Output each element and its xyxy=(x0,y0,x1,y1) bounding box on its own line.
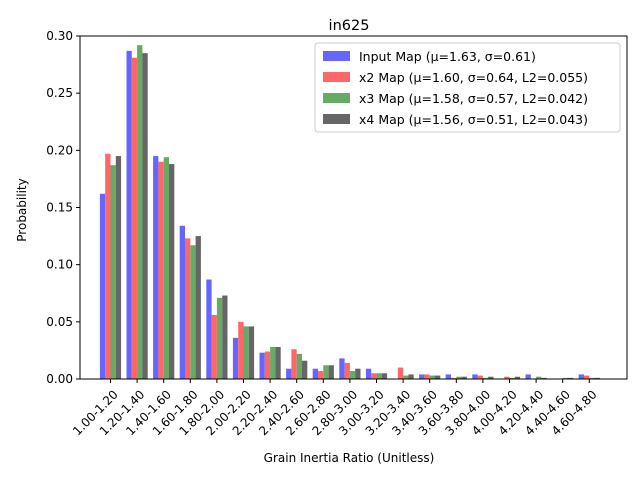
bar-s2-1.80-2.00 xyxy=(216,297,223,379)
legend-label: x2 Map (μ=1.60, σ=0.64, L2=0.055) xyxy=(359,70,588,85)
bar-s2-1.60-1.80 xyxy=(190,245,196,379)
y-tick-label: 0.20 xyxy=(46,143,73,157)
bar-s0-1.80-2.00 xyxy=(206,279,212,379)
bar-s2-4.00-4.20 xyxy=(509,377,515,379)
bar-s0-1.00-1.20 xyxy=(99,193,106,379)
bar-s0-3.60-3.80 xyxy=(445,374,451,379)
bar-s3-2.60-2.80 xyxy=(328,365,334,379)
bars-group xyxy=(99,45,600,380)
legend-label: x3 Map (μ=1.58, σ=0.57, L2=0.042) xyxy=(359,91,588,106)
bar-s3-1.60-1.80 xyxy=(195,236,201,379)
bar-s2-2.60-2.80 xyxy=(323,365,329,379)
bar-s0-2.00-2.20 xyxy=(232,337,239,379)
bar-s3-1.80-2.00 xyxy=(222,295,228,379)
bar-s1-4.60-4.80 xyxy=(584,375,590,379)
bar-s0-1.60-1.80 xyxy=(179,225,185,379)
bar-s3-3.80-4.00 xyxy=(488,376,494,379)
bar-s2-2.40-2.60 xyxy=(296,353,302,379)
chart-title: in625 xyxy=(329,18,370,34)
y-axis-label: Probability xyxy=(15,178,29,241)
bar-s3-1.20-1.40 xyxy=(142,53,148,380)
y-tick-label: 0.25 xyxy=(46,86,73,100)
legend-label: Input Map (μ=1.63, σ=0.61) xyxy=(359,49,536,64)
bar-s0-4.20-4.40 xyxy=(525,374,531,379)
bar-s2-3.60-3.80 xyxy=(456,376,462,379)
bar-s2-4.20-4.40 xyxy=(536,376,542,379)
bar-s0-3.40-3.60 xyxy=(419,374,425,379)
x-axis-label: Grain Inertia Ratio (Unitless) xyxy=(264,451,435,465)
bar-s3-3.40-3.60 xyxy=(435,375,441,379)
bar-s2-1.40-1.60 xyxy=(163,157,169,379)
bar-s1-3.60-3.80 xyxy=(451,377,457,379)
legend: Input Map (μ=1.63, σ=0.61) x2 Map (μ=1.60… xyxy=(314,42,621,133)
bar-s1-2.40-2.60 xyxy=(291,349,297,379)
bar-s2-3.80-4.00 xyxy=(482,377,489,379)
bar-s1-2.00-2.20 xyxy=(238,321,244,379)
bar-s2-2.00-2.20 xyxy=(243,326,249,379)
bar-s3-2.80-3.00 xyxy=(355,368,361,379)
bar-s2-1.20-1.40 xyxy=(137,45,143,380)
bar-s1-4.00-4.20 xyxy=(504,376,510,379)
bar-s3-3.60-3.80 xyxy=(461,376,467,379)
legend-swatch xyxy=(323,114,350,124)
bar-s1-3.20-3.40 xyxy=(397,367,404,379)
bar-s0-1.40-1.60 xyxy=(153,156,159,379)
bar-s1-3.80-4.00 xyxy=(477,375,483,379)
y-tick-label: 0.00 xyxy=(46,372,73,386)
bar-s2-4.60-4.80 xyxy=(589,377,595,379)
bar-s2-2.80-3.00 xyxy=(349,371,356,379)
bar-s3-4.60-4.80 xyxy=(594,377,600,379)
bar-s3-4.00-4.20 xyxy=(514,376,521,379)
legend-swatch xyxy=(323,72,350,82)
bar-s1-1.60-1.80 xyxy=(185,238,191,379)
legend-label: x4 Map (μ=1.56, σ=0.51, L2=0.043) xyxy=(359,112,588,127)
bar-s0-2.20-2.40 xyxy=(259,352,265,379)
bar-s0-1.20-1.40 xyxy=(126,50,132,380)
bar-s3-1.00-1.20 xyxy=(115,156,122,379)
legend-swatch xyxy=(323,93,350,103)
legend-box xyxy=(314,42,621,133)
bar-s0-3.80-4.00 xyxy=(472,374,478,379)
bar-s1-2.20-2.40 xyxy=(264,351,271,379)
bar-s0-2.40-2.60 xyxy=(286,368,292,379)
bar-s1-3.00-3.20 xyxy=(371,373,377,379)
bar-s1-2.80-3.00 xyxy=(344,362,350,379)
bar-s3-4.20-4.40 xyxy=(541,377,547,379)
bar-s0-4.60-4.80 xyxy=(578,374,584,379)
bar-s1-1.20-1.40 xyxy=(131,57,138,379)
bar-s0-3.00-3.20 xyxy=(365,368,372,379)
bar-s2-1.00-1.20 xyxy=(110,165,116,379)
bar-s1-1.40-1.60 xyxy=(158,161,164,379)
y-tick-label: 0.15 xyxy=(46,201,73,215)
legend-swatch xyxy=(323,51,350,61)
bar-s3-3.00-3.20 xyxy=(381,373,388,379)
y-tick-label: 0.30 xyxy=(46,29,73,43)
bar-s2-4.40-4.60 xyxy=(562,377,568,379)
bar-s2-3.00-3.20 xyxy=(376,373,382,379)
bar-s1-2.60-2.80 xyxy=(318,371,324,379)
y-tick-label: 0.05 xyxy=(46,315,73,329)
bar-s3-1.40-1.60 xyxy=(169,164,175,379)
bar-s3-2.20-2.40 xyxy=(275,346,281,379)
bar-s2-3.40-3.60 xyxy=(429,375,435,379)
bar-s0-2.60-2.80 xyxy=(312,368,318,379)
bar-s1-3.40-3.60 xyxy=(424,374,430,379)
bar-s0-2.80-3.00 xyxy=(339,358,345,379)
bar-s3-2.40-2.60 xyxy=(302,360,308,379)
bar-s3-3.20-3.40 xyxy=(408,374,414,379)
bar-s3-2.00-2.20 xyxy=(248,326,255,379)
bar-s1-1.80-2.00 xyxy=(211,314,217,379)
bar-s1-1.00-1.20 xyxy=(105,153,111,379)
bar-s2-2.20-2.40 xyxy=(270,346,276,379)
y-tick-label: 0.10 xyxy=(46,258,73,272)
bar-s3-4.40-4.60 xyxy=(568,377,574,379)
bar-s2-3.20-3.40 xyxy=(403,375,409,379)
